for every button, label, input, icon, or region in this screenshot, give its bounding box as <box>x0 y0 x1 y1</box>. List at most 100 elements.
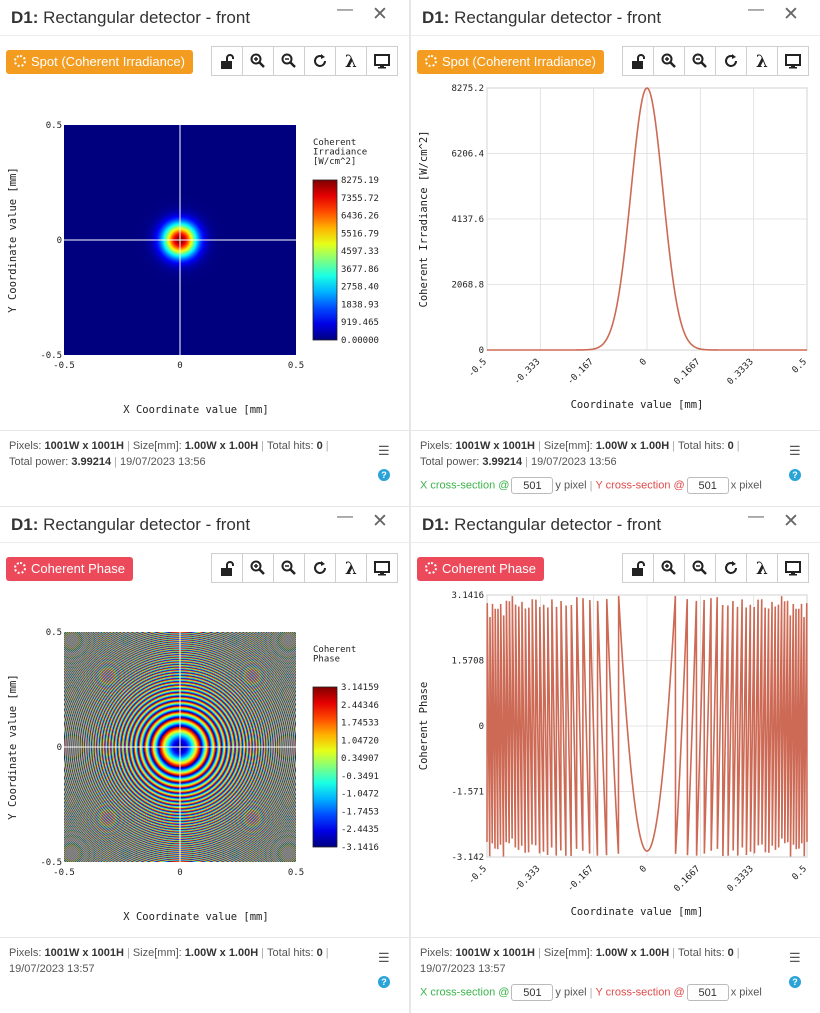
unlock-button[interactable] <box>211 553 243 583</box>
x-tick-label: 0.1667 <box>672 864 702 894</box>
colorbar-tick-label: -2.4435 <box>341 825 379 835</box>
y-tick-label: 0.5 <box>46 121 62 131</box>
colorbar-title: Coherent <box>313 645 356 655</box>
zoom-out-button[interactable] <box>684 553 716 583</box>
x-tick-label: 0 <box>177 361 182 371</box>
heatmap-plot[interactable]: -0.5 0 0.5 0.5 0 -0.5 X Coordinate value [mm] Y… <box>0 80 409 430</box>
colorbar-tick-label: 6436.26 <box>341 212 379 222</box>
colorbar-title: Coherent <box>313 138 356 148</box>
plot-toolbar: λ <box>622 46 809 76</box>
x-tick-label: 0.3333 <box>726 864 756 894</box>
colorbar-title: Phase <box>313 655 340 665</box>
panel-title: D1: Rectangular detector - front <box>422 8 662 27</box>
menu-icon[interactable]: ☰ <box>378 950 390 965</box>
unlock-button[interactable] <box>622 46 654 76</box>
y-axis-label: Y Coordinate value [mm] <box>7 167 19 312</box>
help-icon[interactable]: ? <box>789 976 801 988</box>
zoom-in-button[interactable] <box>242 46 274 76</box>
colorbar-tick-label: 7355.72 <box>341 194 379 204</box>
panel-titlebar[interactable]: D1: Rectangular detector - front — ✕ <box>411 0 820 36</box>
lambda-button[interactable]: λ <box>335 46 367 76</box>
close-button[interactable]: ✕ <box>783 511 799 532</box>
colorbar-tick-label: 919.465 <box>341 318 379 328</box>
zoom-out-icon <box>692 560 707 575</box>
zoom-in-button[interactable] <box>242 553 274 583</box>
display-mode-button[interactable]: Coherent Phase <box>417 557 544 581</box>
panel-titlebar[interactable]: D1: Rectangular detector - front — ✕ <box>0 0 409 36</box>
heatmap-plot[interactable]: -0.5 0 0.5 0.5 0 -0.5 X Coordinate value [mm] Y… <box>0 587 409 937</box>
unlock-icon <box>632 561 645 576</box>
lambda-button[interactable]: λ <box>335 553 367 583</box>
y-cross-section-input[interactable] <box>686 477 729 494</box>
close-button[interactable]: ✕ <box>372 511 388 532</box>
x-cross-section-input[interactable] <box>511 984 554 1001</box>
display-mode-button[interactable]: Spot (Coherent Irradiance) <box>417 50 604 74</box>
x-tick-label: -0.5 <box>467 357 489 379</box>
x-axis-label: Coordinate value [mm] <box>571 399 704 411</box>
plot-toolbar: λ <box>622 553 809 583</box>
y-tick-label: -0.5 <box>40 351 62 361</box>
refresh-button[interactable] <box>715 46 747 76</box>
y-tick-label: -1.571 <box>451 788 484 798</box>
unlock-button[interactable] <box>622 553 654 583</box>
refresh-button[interactable] <box>715 553 747 583</box>
minimize-button[interactable]: — <box>748 508 764 525</box>
unlock-button[interactable] <box>211 46 243 76</box>
monitor-button[interactable] <box>366 553 398 583</box>
panel-titlebar[interactable]: D1: Rectangular detector - front — ✕ <box>411 507 820 543</box>
lambda-button[interactable]: λ <box>746 553 778 583</box>
help-icon[interactable]: ? <box>789 469 801 481</box>
x-axis-label: X Coordinate value [mm] <box>123 404 268 416</box>
panel-titlebar[interactable]: D1: Rectangular detector - front — ✕ <box>0 507 409 543</box>
zoom-in-button[interactable] <box>653 46 685 76</box>
display-mode-button[interactable]: Coherent Phase <box>6 557 133 581</box>
colorbar-tick-label: 3677.86 <box>341 265 379 275</box>
mode-icon <box>425 55 437 67</box>
colorbar-tick-label: 8275.19 <box>341 176 379 186</box>
zoom-out-icon <box>281 560 296 575</box>
refresh-button[interactable] <box>304 46 336 76</box>
close-button[interactable]: ✕ <box>783 4 799 25</box>
x-cross-section-label: X cross-section @ <box>420 986 510 999</box>
menu-icon[interactable]: ☰ <box>789 950 801 965</box>
footer-power-line: Total power: 3.99214 | 19/07/2023 13:56 <box>420 456 617 468</box>
y-cross-section-input[interactable] <box>686 984 729 1001</box>
zoom-out-button[interactable] <box>273 553 305 583</box>
x-cross-section-input[interactable] <box>511 477 554 494</box>
monitor-icon <box>374 54 390 69</box>
line-plot[interactable]: -0.5 -0.333 -0.167 0 0.1667 0.3333 0.5 3.1416 1.… <box>411 587 820 937</box>
menu-icon[interactable]: ☰ <box>789 443 801 458</box>
monitor-button[interactable] <box>366 46 398 76</box>
zoom-in-button[interactable] <box>653 553 685 583</box>
zoom-out-button[interactable] <box>273 46 305 76</box>
lambda-button[interactable]: λ <box>746 46 778 76</box>
svg-text:λ: λ <box>345 52 357 70</box>
monitor-button[interactable] <box>777 46 809 76</box>
display-mode-button[interactable]: Spot (Coherent Irradiance) <box>6 50 193 74</box>
colorbar-title: [W/cm^2] <box>313 157 356 167</box>
monitor-button[interactable] <box>777 553 809 583</box>
close-button[interactable]: ✕ <box>372 4 388 25</box>
lambda-icon: λ <box>756 559 768 577</box>
lambda-icon: λ <box>345 52 357 70</box>
mode-icon <box>425 562 437 574</box>
colorbar-title: Irradiance <box>313 148 367 158</box>
minimize-button[interactable]: — <box>337 1 353 18</box>
zoom-in-icon <box>661 53 676 68</box>
detector-panel-phase-map: D1: Rectangular detector - front — ✕ Coh… <box>0 507 409 1013</box>
minimize-button[interactable]: — <box>337 508 353 525</box>
lambda-icon: λ <box>345 559 357 577</box>
series-line <box>486 595 808 857</box>
zoom-out-icon <box>692 53 707 68</box>
line-plot[interactable]: -0.5 -0.333 -0.167 0 0.1667 0.3333 0.5 8275.2 62… <box>411 80 820 430</box>
y-cross-section-label: Y cross-section @ <box>595 479 685 492</box>
help-icon[interactable]: ? <box>378 469 390 481</box>
colorbar-tick-label: 0.00000 <box>341 336 379 346</box>
minimize-button[interactable]: — <box>748 1 764 18</box>
refresh-button[interactable] <box>304 553 336 583</box>
menu-icon[interactable]: ☰ <box>378 443 390 458</box>
help-icon[interactable]: ? <box>378 976 390 988</box>
colorbar-tick-label: 5516.79 <box>341 229 379 239</box>
zoom-out-button[interactable] <box>684 46 716 76</box>
detector-panel-irradiance-cross-section: D1: Rectangular detector - front — ✕ Spo… <box>411 0 820 506</box>
